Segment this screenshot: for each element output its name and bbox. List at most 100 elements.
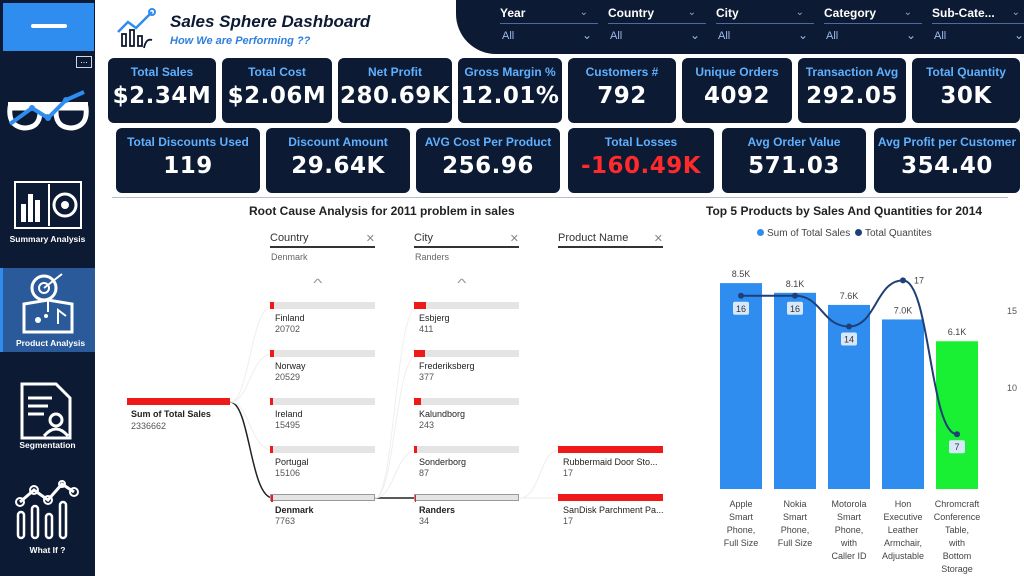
x-axis-tick-label: Storage (941, 564, 973, 574)
node-bar-selected[interactable] (414, 494, 519, 502)
column-header-label: Product Name (558, 232, 629, 244)
segmentation-doc-icon (20, 382, 72, 440)
kpi-label: Total Sales (130, 65, 194, 79)
sidebar: ... Summary Analysis Product Analysis (0, 0, 95, 576)
kpi-avg-cost-per-product: AVG Cost Per Product 256.96 (416, 128, 560, 193)
kpi-label: Total Cost (248, 65, 306, 79)
menu-toggle-button[interactable] (3, 3, 94, 51)
x-axis-tick-label: Motorola (831, 499, 866, 509)
x-axis-tick-label: Full Size (778, 538, 813, 548)
kpi-customers: Customers # 792 (568, 58, 676, 123)
bar (828, 304, 870, 489)
kpi-value: $2.06M (227, 83, 327, 109)
kpi-label: Avg Order Value (747, 135, 841, 149)
node-bar[interactable] (414, 446, 519, 453)
filter-year[interactable]: Year ⌄ All ⌄ (500, 4, 598, 50)
kpi-avg-profit-per-customer: Avg Profit per Customer 354.40 (874, 128, 1020, 193)
filter-sub-category[interactable]: Sub-Cate... ⌄ All ⌄ (932, 4, 1024, 50)
node-bar-selected[interactable] (270, 494, 375, 502)
node-value: 7763 (275, 516, 296, 526)
node-label: Portugal (275, 457, 309, 467)
x-axis-tick-label: Phone, (835, 525, 864, 535)
root-label: Sum of Total Sales (131, 409, 211, 419)
kpi-value: -160.49K (580, 153, 702, 179)
chevron-down-icon: ⌄ (687, 7, 696, 18)
bar-fill (414, 350, 425, 357)
node-value: 87 (419, 468, 430, 478)
node-bar[interactable] (270, 446, 375, 453)
filter-category[interactable]: Category ⌄ All ⌄ (824, 4, 922, 50)
bar-data-label: 8.1K (786, 279, 805, 289)
column-header-product[interactable]: Product Name ✕ (558, 232, 663, 248)
chevron-down-icon: ⌄ (1013, 28, 1024, 42)
kpi-label: Avg Profit per Customer (877, 135, 1017, 149)
kpi-total-losses: Total Losses -160.49K (568, 128, 714, 193)
close-icon[interactable]: ✕ (365, 233, 375, 245)
nav-what-if[interactable]: What If ? (0, 478, 95, 560)
combo-chart: 8.5K Apple Smart Phone, Full Size 8.1K Nokia Sm… (720, 269, 1017, 574)
more-options-button[interactable]: ... (76, 56, 92, 68)
chevron-down-icon: ⌄ (1011, 7, 1020, 18)
chevron-down-icon: ⌄ (579, 7, 588, 18)
legend-label: Sum of Total Sales (767, 228, 851, 239)
quantity-line (741, 279, 958, 436)
summary-chart-icon (14, 181, 82, 229)
chevron-up-icon[interactable]: ^ (313, 276, 323, 290)
x-axis-tick-label: Executive (883, 512, 922, 522)
decomposition-title: Root Cause Analysis for 2011 problem in … (249, 204, 515, 218)
kpi-total-sales: Total Sales $2.34M (108, 58, 216, 123)
filter-city[interactable]: City ⌄ All ⌄ (716, 4, 814, 50)
close-icon[interactable]: ✕ (509, 233, 519, 245)
bar-data-label: 6.1K (948, 327, 967, 337)
nav-summary-analysis[interactable]: Summary Analysis (0, 172, 95, 256)
filter-underline (716, 23, 814, 24)
section-divider (112, 197, 1008, 198)
chevron-up-icon[interactable]: ^ (457, 276, 467, 290)
quantity-point (954, 431, 960, 438)
node-value: 243 (419, 420, 435, 430)
bar-fill (127, 398, 230, 405)
bar-data-label: 8.5K (732, 269, 751, 279)
node-bar[interactable] (558, 446, 663, 453)
close-icon[interactable]: ✕ (653, 233, 663, 245)
column-header-country[interactable]: Country ✕ (270, 232, 375, 248)
bar-fill (558, 446, 663, 453)
column-header-label: Country (270, 232, 309, 244)
root-bar[interactable] (127, 398, 230, 405)
filter-label: Sub-Cate... (932, 6, 995, 20)
kpi-label: Total Quantity (926, 65, 1006, 79)
node-label: Denmark (275, 505, 314, 515)
node-bar[interactable] (270, 350, 375, 357)
chart-legend: Sum of Total Sales Total Quantites (757, 228, 932, 239)
nav-segmentation[interactable]: Segmentation (0, 378, 95, 458)
filter-label: Year (500, 6, 526, 20)
node-value: 17 (563, 468, 574, 478)
node-label: Kalundborg (419, 409, 466, 419)
kpi-discount-amount: Discount Amount 29.64K (266, 128, 410, 193)
kpi-value: 280.69K (339, 83, 451, 109)
column-header-city[interactable]: City ✕ (414, 232, 519, 248)
nav-label-product: Product Analysis (15, 338, 86, 348)
node-label: Rubbermaid Door Sto... (563, 457, 658, 467)
kpi-avg-order-value: Avg Order Value 571.03 (722, 128, 866, 193)
filter-country[interactable]: Country ⌄ All ⌄ (608, 4, 706, 50)
kpi-value: 571.03 (748, 153, 840, 179)
kpi-label: AVG Cost Per Product (424, 135, 552, 149)
node-bar[interactable] (414, 398, 519, 405)
chevron-down-icon: ⌄ (797, 28, 808, 42)
x-axis-tick-label: Apple (729, 499, 752, 509)
header-chart-icon (117, 8, 156, 49)
node-bar[interactable] (414, 302, 519, 309)
node-bar[interactable] (270, 398, 375, 405)
node-bar[interactable] (414, 350, 519, 357)
line-data-label: 14 (844, 335, 854, 345)
node-bar[interactable] (270, 302, 375, 309)
kpi-total-quantity: Total Quantity 30K (912, 58, 1020, 123)
x-axis-tick-label: Caller ID (831, 551, 867, 561)
kpi-total-discounts: Total Discounts Used 119 (116, 128, 260, 193)
kpi-value: 256.96 (442, 153, 534, 179)
node-value: 411 (419, 324, 434, 334)
node-bar[interactable] (558, 494, 663, 501)
filter-value: All (502, 30, 515, 42)
nav-product-analysis[interactable]: Product Analysis (0, 268, 95, 352)
